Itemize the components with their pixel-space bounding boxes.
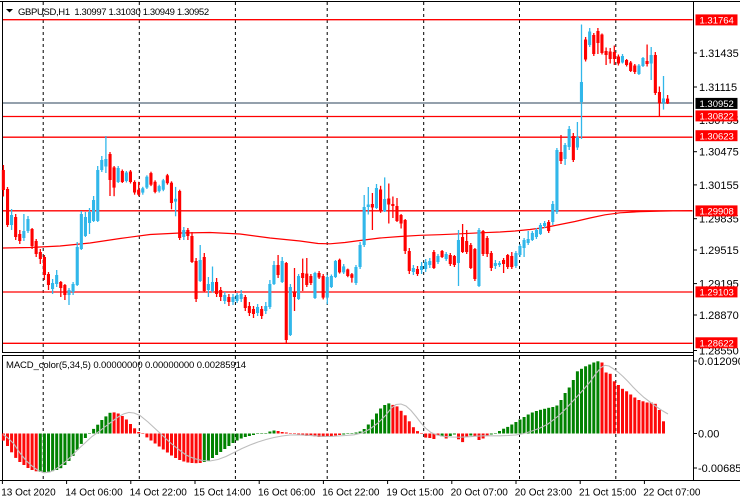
svg-text:1.30623: 1.30623 <box>700 132 734 143</box>
svg-text:16 Oct 06:00: 16 Oct 06:00 <box>258 488 316 499</box>
svg-text:1.30155: 1.30155 <box>699 180 739 192</box>
svg-text:1.29908: 1.29908 <box>700 207 734 218</box>
svg-text:1.29103: 1.29103 <box>700 288 734 299</box>
svg-text:1.31435: 1.31435 <box>699 48 739 60</box>
svg-text:1.30822: 1.30822 <box>700 112 734 123</box>
svg-text:13 Oct 2020: 13 Oct 2020 <box>1 488 56 499</box>
svg-text:20 Oct 07:00: 20 Oct 07:00 <box>451 488 509 499</box>
svg-text:1.31115: 1.31115 <box>699 82 737 94</box>
svg-text:22 Oct 07:00: 22 Oct 07:00 <box>643 488 701 499</box>
svg-text:1.28622: 1.28622 <box>700 339 734 350</box>
svg-text:GBPUSD,H1 1.30997 1.31030 1.3: GBPUSD,H1 1.30997 1.31030 1.30949 1.3095… <box>18 7 209 18</box>
svg-text:16 Oct 22:00: 16 Oct 22:00 <box>322 488 380 499</box>
svg-text:21 Oct 15:00: 21 Oct 15:00 <box>579 488 637 499</box>
svg-text:14 Oct 06:00: 14 Oct 06:00 <box>65 488 123 499</box>
svg-text:1.31764: 1.31764 <box>700 16 734 27</box>
svg-text:0.0120908: 0.0120908 <box>698 356 740 368</box>
svg-text:1.30952: 1.30952 <box>700 99 734 110</box>
svg-text:-0.0068550: -0.0068550 <box>698 463 740 475</box>
svg-text:MACD_color(5,34,5) 0.00000000: MACD_color(5,34,5) 0.00000000 0.00000000… <box>6 360 246 371</box>
svg-text:1.29835: 1.29835 <box>699 214 739 226</box>
svg-text:1.28870: 1.28870 <box>699 310 739 322</box>
svg-text:1.30475: 1.30475 <box>699 147 739 159</box>
svg-text:14 Oct 22:00: 14 Oct 22:00 <box>130 488 188 499</box>
svg-text:20 Oct 23:00: 20 Oct 23:00 <box>515 488 573 499</box>
svg-text:0.00: 0.00 <box>698 429 719 441</box>
svg-text:19 Oct 15:00: 19 Oct 15:00 <box>386 488 444 499</box>
svg-text:1.28550: 1.28550 <box>699 346 739 358</box>
svg-text:1.29515: 1.29515 <box>699 245 739 257</box>
svg-text:15 Oct 14:00: 15 Oct 14:00 <box>194 488 252 499</box>
